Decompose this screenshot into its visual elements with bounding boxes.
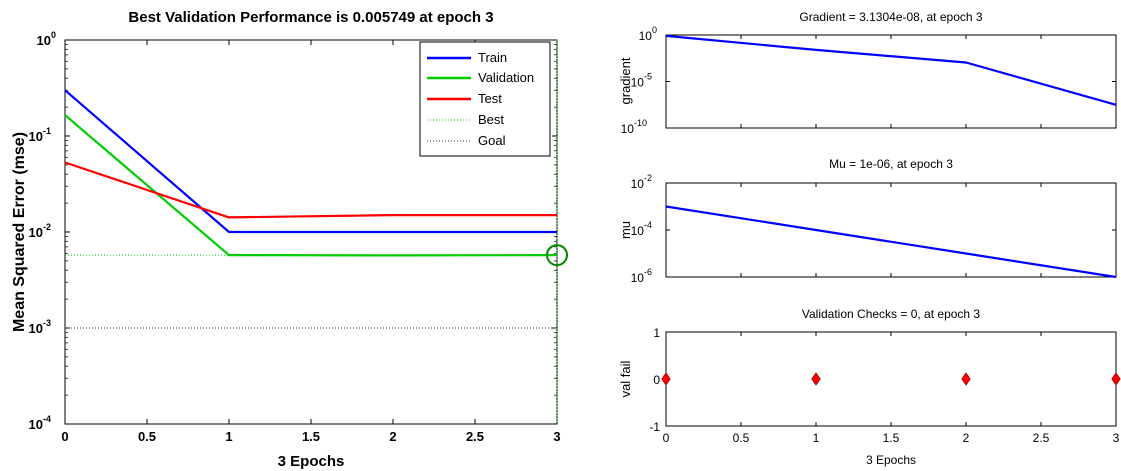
performance-series <box>64 40 568 424</box>
performance-x-axis-label: 3 Epochs <box>278 453 345 470</box>
series-line-test <box>64 161 557 219</box>
series-line-train <box>64 89 557 234</box>
legend-train-label: Train <box>478 50 507 65</box>
y-tick-label: 10-2 <box>631 173 652 191</box>
validation-checks-series <box>661 372 1121 386</box>
validation-checks-x-ticks: 0 0.5 1 1.5 2 2.5 3 <box>663 332 1120 445</box>
x-tick-label: 2 <box>963 431 970 445</box>
validation-checks-plot-area <box>665 331 1117 427</box>
y-tick-label: 1 <box>653 326 660 340</box>
series-line <box>665 34 1117 106</box>
validation-checks-y-axis-label: val fail <box>618 360 633 397</box>
gradient-y-ticks: 100 10-5 10-10 <box>621 25 1116 136</box>
mu-chart-title: Mu = 1e-06, at epoch 3 <box>829 157 953 171</box>
x-tick-label: 0.5 <box>138 429 156 444</box>
x-tick-label: 1.5 <box>302 429 320 444</box>
series-line <box>665 205 1117 279</box>
series-line-validation <box>64 114 558 257</box>
validation-checks-chart: Validation Checks = 0, at epoch 3 3 Epoc… <box>618 307 1121 467</box>
validation-check-point <box>1111 372 1121 386</box>
x-tick-label: 2.5 <box>1033 431 1050 445</box>
gradient-chart-title: Gradient = 3.1304e-08, at epoch 3 <box>799 10 982 24</box>
y-tick-label: 10-3 <box>29 318 51 336</box>
x-tick-label: 0.5 <box>733 431 750 445</box>
legend-test-label: Test <box>478 91 502 106</box>
mu-chart: Mu = 1e-06, at epoch 3 mu 10-2 10-4 10-6 <box>618 157 1117 285</box>
gradient-chart: Gradient = 3.1304e-08, at epoch 3 gradie… <box>618 10 1117 136</box>
y-tick-label: 10-4 <box>631 220 652 238</box>
performance-y-axis-label: Mean Squared Error (mse) <box>11 132 28 332</box>
validation-check-point <box>961 372 971 386</box>
x-tick-label: 2.5 <box>466 429 484 444</box>
x-tick-label: 1 <box>225 429 232 444</box>
y-tick-label: 10-4 <box>29 414 51 432</box>
gradient-y-axis-label: gradient <box>618 57 633 104</box>
best-epoch-marker <box>546 244 568 267</box>
mu-plot-area <box>665 182 1117 278</box>
mu-y-axis-label: mu <box>618 221 633 239</box>
performance-chart-title: Best Validation Performance is 0.005749 … <box>128 9 493 26</box>
y-tick-label: -1 <box>649 420 660 434</box>
validation-check-point <box>811 372 821 386</box>
legend-validation-label: Validation <box>478 70 534 85</box>
mu-x-ticks <box>665 183 1117 277</box>
validation-checks-x-axis-label: 3 Epochs <box>866 453 916 467</box>
gradient-series <box>665 34 1117 106</box>
performance-chart: Best Validation Performance is 0.005749 … <box>11 9 568 470</box>
gradient-plot-area <box>665 34 1117 129</box>
y-tick-label: 10-5 <box>631 72 652 90</box>
performance-y-ticks: 100 10-1 10-2 10-3 10-4 <box>29 30 557 432</box>
y-tick-label: 100 <box>37 30 56 48</box>
x-tick-label: 3 <box>1113 431 1120 445</box>
x-tick-label: 1.5 <box>883 431 900 445</box>
legend-goal-label: Goal <box>478 133 506 148</box>
y-tick-label: 10-6 <box>631 267 652 285</box>
y-tick-label: 10-1 <box>29 126 51 144</box>
legend-best-label: Best <box>478 112 504 127</box>
validation-check-point <box>661 372 671 386</box>
x-tick-label: 1 <box>813 431 820 445</box>
x-tick-label: 0 <box>61 429 68 444</box>
x-tick-label: 3 <box>553 429 560 444</box>
y-tick-label: 0 <box>653 373 660 387</box>
performance-legend: Train Validation Test Best Goal <box>419 41 551 157</box>
x-tick-label: 2 <box>389 429 396 444</box>
validation-checks-chart-title: Validation Checks = 0, at epoch 3 <box>802 307 981 321</box>
y-tick-label: 100 <box>639 25 657 43</box>
x-tick-label: 0 <box>663 431 670 445</box>
y-tick-label: 10-2 <box>29 222 51 240</box>
mu-series <box>665 205 1117 279</box>
y-tick-label: 10-10 <box>621 118 647 136</box>
